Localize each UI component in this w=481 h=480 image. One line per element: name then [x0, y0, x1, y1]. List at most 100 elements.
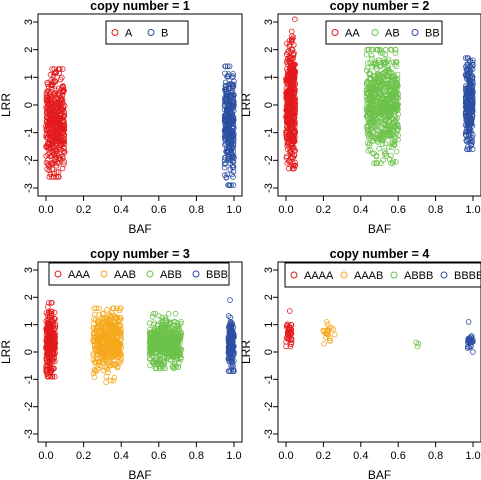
data-point	[464, 102, 470, 108]
data-point	[373, 117, 380, 123]
data-point	[222, 98, 229, 105]
panel2-legend-label: BB	[425, 28, 440, 40]
data-point	[463, 106, 470, 112]
data-point	[468, 86, 474, 93]
data-point	[464, 68, 471, 74]
panel3-x-axis: 0.0 0.2 0.4 0.6 0.8 1.0	[38, 442, 242, 462]
data-point	[173, 363, 179, 369]
panel1-x-tick-label: 0.8	[189, 204, 204, 216]
panel2: copy number = 2 -3 -2 -1 0 1 2 3 0.0 0.2 0.4 0.6 0.8…	[239, 0, 481, 236]
data-point	[463, 129, 469, 136]
data-point	[118, 305, 124, 312]
data-point	[225, 313, 232, 319]
data-point	[468, 115, 474, 122]
data-point	[227, 160, 234, 167]
data-point	[91, 305, 97, 312]
data-point	[173, 330, 179, 337]
data-point	[324, 321, 331, 328]
data-point	[56, 125, 63, 131]
data-point	[57, 130, 64, 136]
data-point	[176, 359, 182, 366]
panel2-x-tick-label: 0.8	[428, 204, 443, 216]
data-point	[52, 128, 59, 134]
data-point	[168, 357, 174, 364]
data-point	[44, 304, 51, 310]
panel4-legend-marker	[390, 271, 398, 279]
panel3-legend-label: AAB	[114, 269, 136, 281]
panel2-title: copy number = 2	[330, 0, 430, 13]
data-point	[368, 55, 375, 62]
data-point	[116, 346, 123, 353]
data-point	[285, 99, 291, 105]
data-point	[52, 91, 58, 97]
data-point	[462, 72, 469, 79]
data-point	[469, 108, 476, 115]
data-point	[164, 330, 171, 337]
panel2-series-bb	[462, 55, 476, 153]
data-point	[57, 76, 64, 83]
data-point	[156, 365, 163, 372]
data-point	[60, 122, 67, 129]
data-point	[393, 93, 400, 99]
data-point	[90, 356, 97, 363]
data-point	[387, 131, 394, 137]
data-point	[115, 353, 122, 359]
data-point	[388, 96, 395, 103]
panel2-x-axis: 0.0 0.2 0.4 0.6 0.8 1.0	[278, 196, 481, 216]
data-point	[94, 355, 101, 362]
panel3-legend-box	[48, 262, 230, 286]
data-point	[48, 142, 55, 148]
data-point	[51, 119, 57, 126]
data-point	[60, 114, 66, 121]
data-point	[384, 84, 391, 91]
panel4-legend-marker	[440, 271, 448, 279]
panel3-plot-frame	[37, 261, 243, 443]
data-point	[107, 377, 114, 384]
data-point	[385, 144, 392, 151]
panel3-y-tick-label: -1	[23, 374, 35, 384]
data-point	[230, 324, 237, 331]
data-point	[393, 159, 399, 165]
data-point	[230, 140, 237, 147]
data-point	[463, 138, 470, 145]
data-point	[51, 70, 58, 77]
data-point	[44, 325, 51, 332]
data-point	[52, 79, 59, 85]
data-point	[227, 139, 233, 146]
data-point	[283, 133, 290, 140]
panel1-x-tick-label: 0.4	[114, 204, 129, 216]
data-point	[468, 142, 475, 148]
panel3-y-tick-label: -2	[23, 402, 35, 412]
data-point	[47, 89, 53, 96]
data-point	[288, 28, 295, 35]
data-point	[47, 369, 53, 376]
data-point	[61, 112, 67, 118]
panel1-y-tick-label: 2	[23, 47, 35, 53]
panel2-legend-box	[325, 20, 443, 45]
panel2-x-tick-label: 1.0	[465, 204, 480, 216]
data-point	[388, 140, 395, 147]
data-point	[376, 57, 382, 63]
data-point	[392, 46, 399, 53]
panel4-series-abbb	[413, 339, 422, 350]
panel4-x-tick-label: 0.6	[391, 450, 406, 462]
data-point	[228, 103, 235, 110]
data-point	[326, 335, 333, 342]
panel4-y-tick-label: 0	[263, 349, 275, 355]
data-point	[283, 322, 290, 329]
data-point	[378, 136, 384, 143]
data-point	[118, 352, 124, 358]
data-point	[221, 118, 228, 124]
panel4-x-tick-label: 0.8	[428, 450, 443, 462]
data-point	[321, 340, 327, 347]
data-point	[98, 338, 104, 345]
data-point	[51, 309, 58, 316]
data-point	[374, 127, 381, 133]
data-point	[284, 160, 291, 167]
data-point	[47, 340, 53, 346]
data-point	[372, 60, 379, 67]
data-point	[49, 319, 56, 326]
panel4-y-tick-label: -2	[263, 402, 275, 412]
data-point	[230, 92, 237, 98]
data-point	[160, 364, 166, 371]
